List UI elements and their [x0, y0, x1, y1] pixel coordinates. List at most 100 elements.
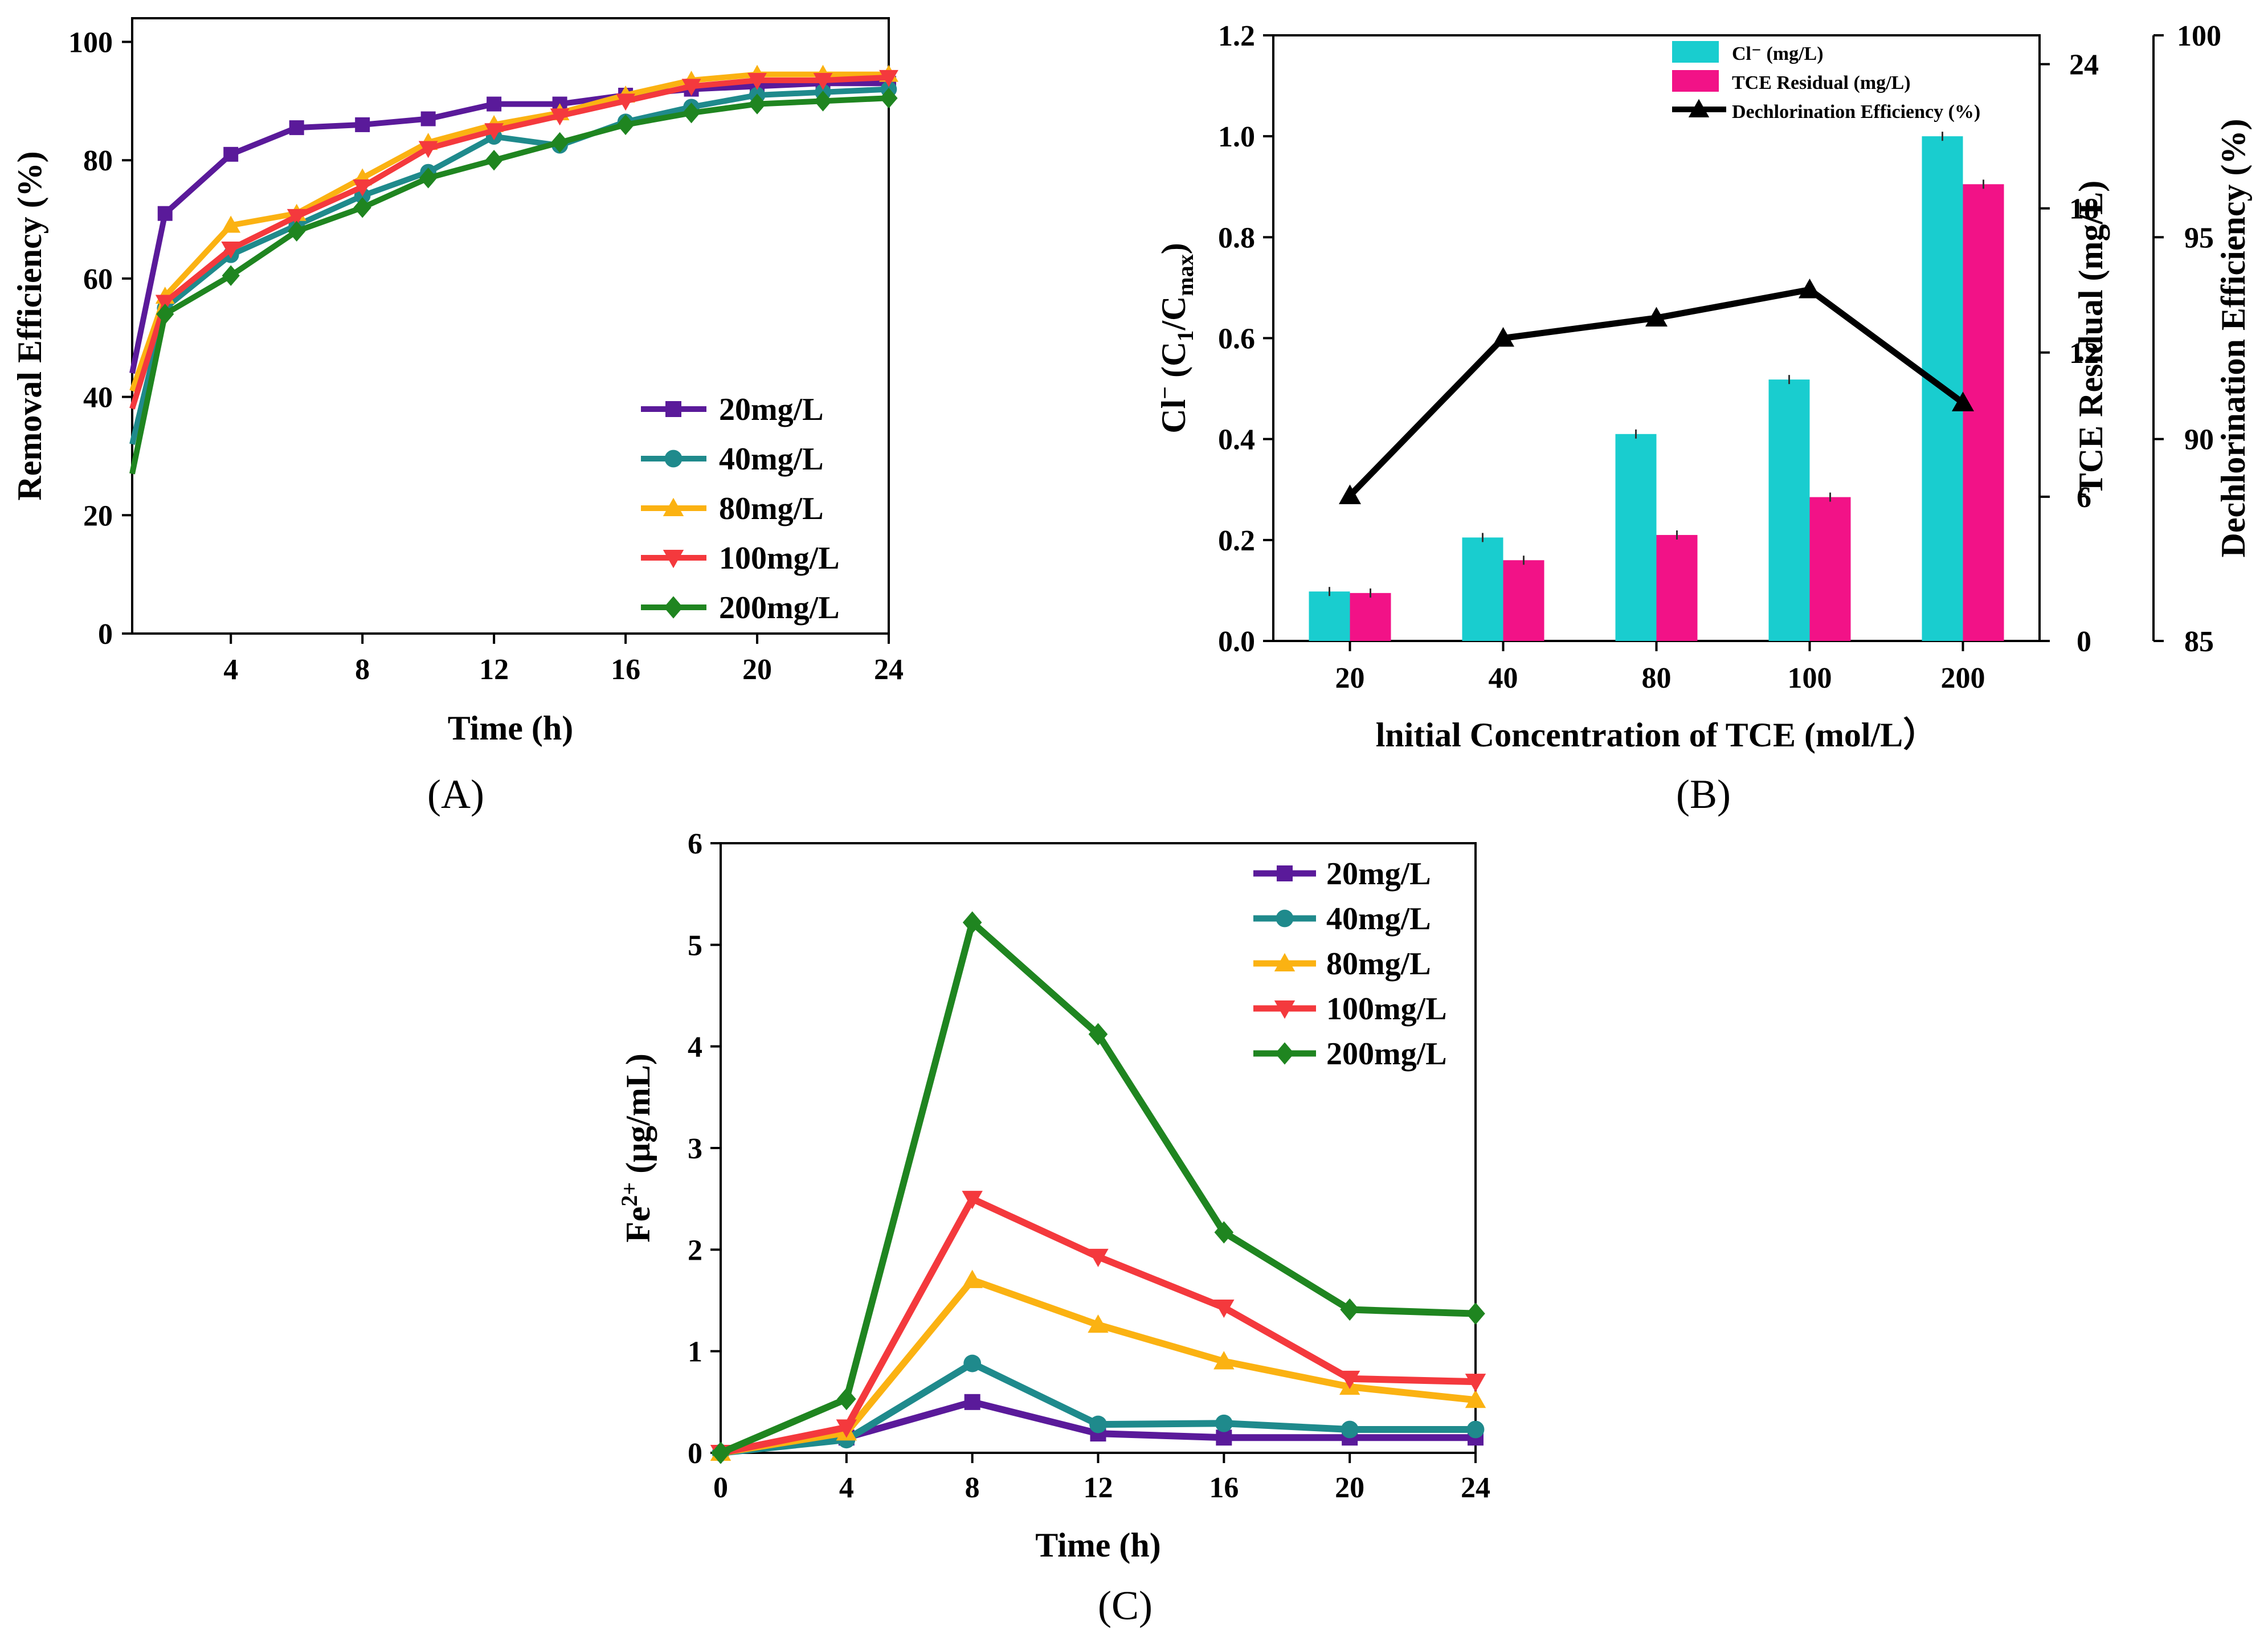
data-point-a: [814, 91, 832, 112]
data-point-c: [1215, 1414, 1233, 1432]
y-axis-label-b-part: 1: [1172, 330, 1198, 342]
y-tick-label-b: 0.6: [1218, 323, 1255, 356]
y-axis-label-c-part: 2+: [616, 1182, 642, 1207]
y-axis-label-c: Fe2+ (μg/mL): [616, 1053, 657, 1243]
data-point-c: [962, 1269, 983, 1288]
y3-tick-label-b: 85: [2184, 626, 2214, 658]
x-tick-label-b: 40: [1489, 662, 1518, 695]
x-tick-label-c: 4: [839, 1472, 854, 1504]
y3-tick-label-b: 95: [2184, 222, 2214, 254]
legend-label-a: 20mg/L: [719, 392, 824, 427]
data-point-c: [837, 1387, 856, 1411]
data-point-c: [1088, 1023, 1108, 1045]
data-point-dechlor: [1952, 391, 1974, 411]
legend-label-c: 40mg/L: [1326, 901, 1431, 937]
legend-label-c: 200mg/L: [1326, 1036, 1447, 1072]
x-tick-label-a: 8: [355, 653, 370, 686]
bar-cl: [1615, 434, 1657, 641]
legend-marker-a: [665, 401, 681, 417]
data-point-a: [880, 87, 898, 109]
y-axis-label-b-part: /C: [1155, 296, 1192, 331]
data-point-a: [419, 168, 438, 189]
x-axis-label-c: Time (h): [1035, 1526, 1161, 1564]
legend-label-cl: Cl⁻ (mg/L): [1732, 43, 1824, 64]
y-axis-label-b-part: max: [1172, 254, 1198, 296]
x-tick-label-a: 4: [223, 653, 238, 686]
data-point-a: [682, 102, 701, 124]
y-axis-label-b-part: (C: [1155, 342, 1192, 386]
panel-label-c: (C): [1098, 1583, 1153, 1628]
bar-cl: [1768, 379, 1810, 641]
x-tick-label-b: 200: [1941, 662, 1985, 695]
legend-marker-a: [664, 596, 683, 619]
data-point-c: [1340, 1298, 1359, 1321]
bar-tce: [1963, 184, 2004, 642]
data-point-c: [1088, 1248, 1109, 1268]
data-point-c: [963, 1354, 982, 1373]
y-tick-label-a: 40: [83, 382, 113, 414]
data-point-a: [616, 93, 635, 111]
data-point-c: [1466, 1420, 1485, 1439]
y2-tick-label-b: 6: [2077, 481, 2091, 514]
y3-axis-label-b: Dechlorination Efficiency (%): [2214, 119, 2252, 558]
data-point-a: [157, 206, 173, 221]
y-axis-label-c-part: (μg/mL): [619, 1053, 657, 1182]
data-point-c: [1089, 1415, 1107, 1433]
data-point-a: [355, 117, 370, 132]
y-tick-label-c: 4: [688, 1031, 702, 1064]
data-point-c: [1466, 1302, 1485, 1325]
y-axis-label-b-part: −: [1152, 386, 1178, 399]
x-tick-label-b: 80: [1642, 662, 1672, 695]
legend-label-a: 200mg/L: [719, 590, 840, 626]
data-point-c: [1213, 1299, 1235, 1318]
data-point-c: [1465, 1374, 1486, 1392]
x-tick-label-a: 24: [874, 653, 904, 686]
data-point-a: [221, 242, 241, 259]
y2-tick-label-b: 24: [2069, 49, 2099, 81]
y3-tick-label-b: 100: [2177, 20, 2221, 52]
y-tick-label-b: 0.0: [1218, 626, 1255, 658]
data-point-c: [711, 1441, 730, 1464]
y-tick-label-b: 0.8: [1218, 222, 1255, 254]
y-tick-label-a: 100: [68, 27, 113, 59]
x-tick-label-a: 16: [611, 653, 640, 686]
legend-swatch-cl: [1672, 41, 1719, 63]
data-point-dechlor: [1492, 327, 1514, 347]
data-point-c: [1339, 1370, 1360, 1390]
y-tick-label-a: 60: [83, 263, 113, 296]
y-tick-label-c: 2: [688, 1234, 702, 1267]
data-point-a: [353, 197, 371, 218]
x-axis-label-a: Time (h): [448, 709, 574, 747]
data-point-a: [813, 73, 833, 90]
y2-tick-label-b: 12: [2069, 337, 2099, 370]
x-tick-label-c: 8: [965, 1472, 980, 1504]
data-point-a: [418, 141, 438, 158]
y-tick-label-a: 0: [98, 618, 113, 651]
data-point-a: [747, 73, 767, 90]
chart-panel-a: 4 8 12 16 20 24 0 20 40 60 80 100 Time (h) Removal Ef…: [11, 17, 904, 747]
data-point-a: [223, 146, 239, 162]
y-tick-label-b: 0.2: [1218, 525, 1255, 557]
legend-label-tce: TCE Residual (mg/L): [1732, 72, 1911, 93]
data-point-a: [221, 215, 241, 233]
y-tick-label-a: 80: [83, 145, 113, 177]
legend-label-c: 20mg/L: [1326, 856, 1431, 892]
panel-label-a: (A): [427, 771, 484, 817]
y-tick-label-c: 6: [688, 828, 702, 860]
data-point-c: [1216, 1429, 1232, 1446]
data-point-c: [962, 911, 982, 934]
data-point-a: [156, 304, 174, 325]
data-point-c: [1213, 1351, 1235, 1370]
data-point-c: [1465, 1390, 1486, 1408]
plot-frame-a: [131, 17, 890, 635]
data-point-a: [487, 96, 502, 112]
bar-tce: [1503, 560, 1544, 641]
data-point-a: [550, 108, 570, 126]
data-point-c: [1088, 1314, 1109, 1333]
x-tick-label-c: 12: [1084, 1472, 1113, 1504]
data-point-a: [289, 120, 304, 136]
legend-swatch-tce: [1672, 70, 1719, 92]
data-point-a: [353, 179, 373, 197]
x-tick-label-a: 12: [479, 653, 509, 686]
